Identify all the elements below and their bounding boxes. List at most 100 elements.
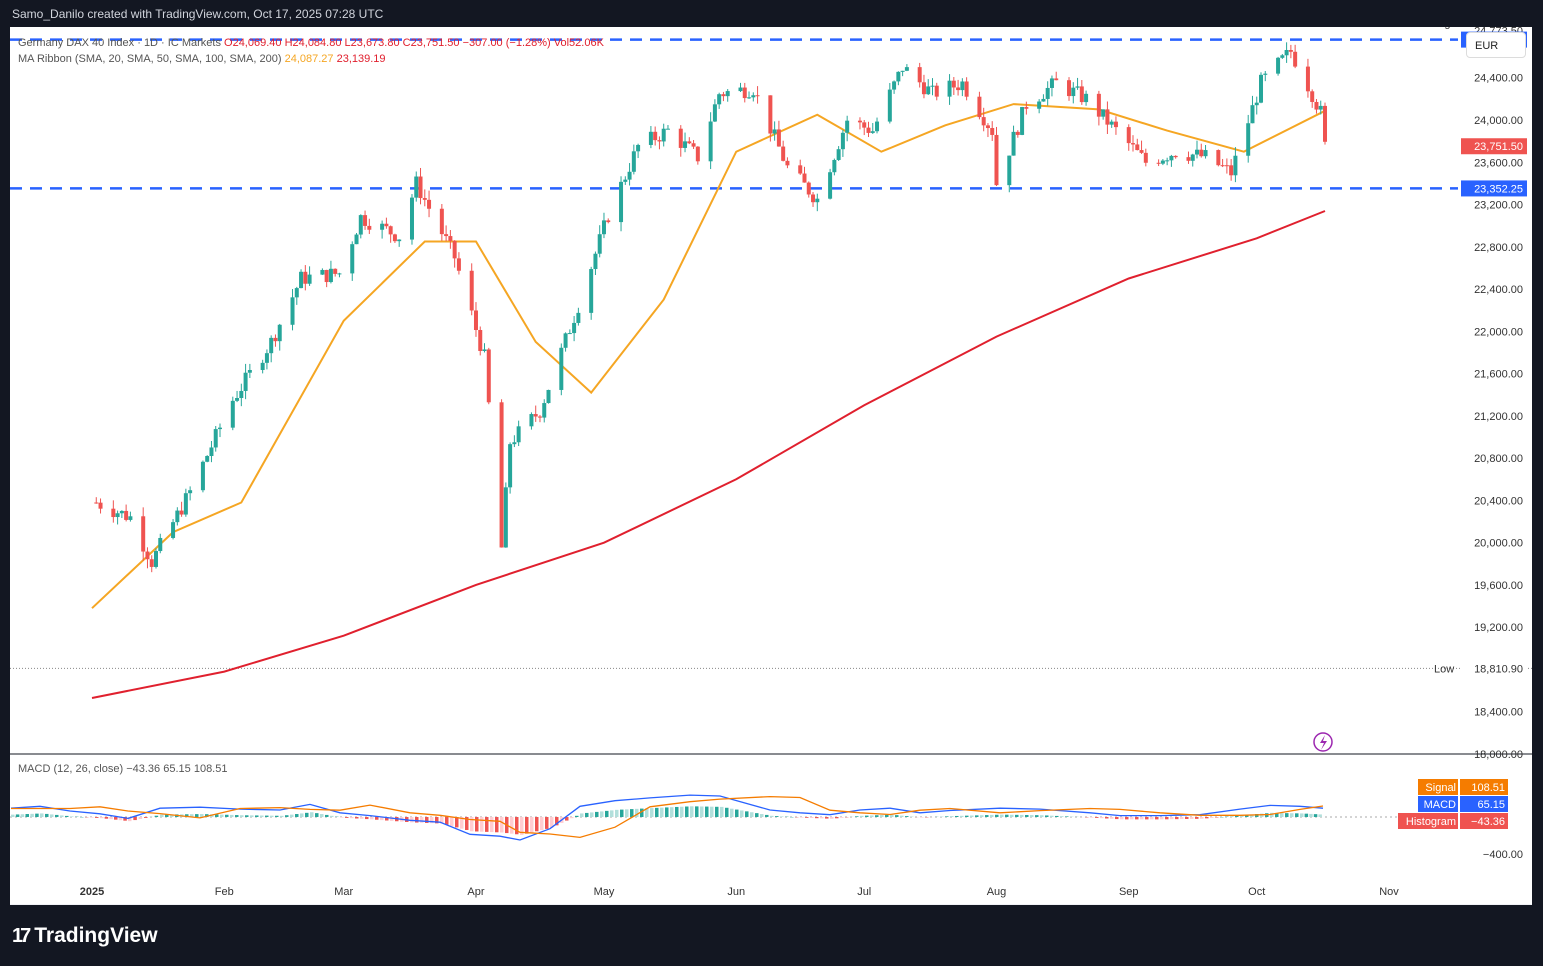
- macd-histogram-bar: [920, 817, 924, 818]
- macd-histogram-bar: [185, 814, 189, 817]
- tradingview-brand[interactable]: 17 TradingView: [12, 924, 158, 948]
- candle-body: [653, 131, 658, 141]
- macd-histogram-bar: [755, 813, 759, 817]
- macd-histogram-bar: [1100, 817, 1104, 819]
- candle-body: [636, 144, 641, 152]
- last-price-tag-bg: [1461, 138, 1527, 155]
- ma-ribbon-label[interactable]: MA Ribbon (SMA, 20, SMA, 50, SMA, 100, S…: [18, 53, 282, 65]
- candle-body: [802, 173, 807, 183]
- candle-body: [158, 537, 163, 552]
- macd-tag-label-bg: [1398, 813, 1458, 829]
- macd-histogram-bar: [1220, 817, 1224, 818]
- macd-histogram-bar: [855, 816, 859, 817]
- candle-body: [960, 81, 965, 91]
- x-tick-label: Jul: [857, 886, 871, 898]
- y-tick-label: 18,400.00: [1474, 707, 1523, 719]
- candle-body: [141, 516, 146, 552]
- candle-body: [623, 179, 628, 182]
- macd-signal-value: 108.51: [193, 763, 228, 775]
- candle-body: [747, 97, 752, 99]
- candle-body: [486, 349, 491, 403]
- candle-body: [145, 551, 150, 560]
- candle-body: [1314, 101, 1319, 110]
- candle-body: [397, 239, 402, 242]
- macd-histogram-bar: [545, 817, 549, 829]
- candle-body: [124, 510, 129, 520]
- macd-histogram-bar: [1150, 817, 1154, 820]
- macd-legend: MACD (12, 26, close) −43.36 65.15 108.51: [18, 763, 227, 775]
- macd-histogram-bar: [695, 806, 699, 817]
- macd-histogram-bar: [470, 817, 474, 832]
- macd-histogram-bar: [295, 814, 299, 817]
- macd-histogram-bar: [310, 812, 314, 817]
- y-tick-label: 20,000.00: [1474, 538, 1523, 550]
- candle-body: [1067, 80, 1072, 97]
- x-tick-label: Mar: [334, 886, 353, 898]
- candle-body: [499, 402, 504, 548]
- macd-histogram-bar: [245, 815, 249, 817]
- macd-histogram-bar: [1060, 816, 1064, 817]
- candle-body: [175, 510, 180, 523]
- macd-y-tick-label: −400.00: [1483, 849, 1523, 861]
- currency-selector[interactable]: EUR: [1466, 32, 1526, 58]
- price-chart-svg[interactable]: 18,000.00 18,400.00 19,200.00 19,600.00 20,0…: [10, 27, 1532, 905]
- candle-body: [1216, 150, 1221, 166]
- symbol-legend: Germany DAX 40 Index · 1D · IC Markets O…: [18, 35, 604, 67]
- low-value-tag: 18,810.90: [1474, 663, 1523, 675]
- macd-histogram-bar: [780, 816, 784, 817]
- macd-histogram-bar: [170, 814, 174, 817]
- macd-histogram-bar: [1180, 817, 1184, 820]
- macd-histogram-bar: [955, 815, 959, 817]
- macd-histogram-bar: [670, 807, 674, 817]
- candle-body: [1284, 49, 1289, 56]
- candle-body: [951, 80, 956, 88]
- candle-body: [1071, 87, 1076, 97]
- macd-histogram-bar: [970, 815, 974, 817]
- candle-body: [1254, 102, 1259, 106]
- y-tick-label: 21,600.00: [1474, 369, 1523, 381]
- macd-histogram-bar: [685, 806, 689, 817]
- macd-histogram-bar: [1170, 817, 1174, 820]
- candle-body: [183, 493, 188, 515]
- candle-body: [1263, 73, 1268, 75]
- candle-body: [260, 362, 265, 370]
- low-label: Low: [1434, 663, 1454, 675]
- macd-histogram-bar: [445, 817, 449, 825]
- candle-body: [533, 414, 538, 417]
- macd-histogram-bar: [615, 809, 619, 817]
- macd-histogram-bar: [990, 814, 994, 817]
- macd-histogram-bar: [305, 812, 309, 817]
- y-tick-label: 19,200.00: [1474, 622, 1523, 634]
- macd-histogram-bar: [715, 806, 719, 817]
- symbol-name[interactable]: Germany DAX 40 Index · 1D · IC Markets: [18, 37, 221, 49]
- macd-histogram-bar: [40, 813, 44, 817]
- candle-body: [409, 197, 414, 240]
- candle-body: [559, 347, 564, 390]
- macd-label[interactable]: MACD (12, 26, close): [18, 763, 124, 775]
- macd-histogram-bar: [525, 817, 529, 834]
- macd-histogram-bar: [350, 817, 354, 819]
- macd-tag-value-bg: [1460, 779, 1508, 795]
- ohlc-high: H24,084.80: [284, 37, 342, 49]
- header-credit: Samo_Danilo created with TradingView.com…: [12, 7, 384, 21]
- candle-body: [597, 234, 602, 254]
- ohlc-change: −307.00 (−1.28%): [462, 37, 551, 49]
- macd-histogram-bar: [1005, 814, 1009, 817]
- candle-body: [1096, 93, 1101, 117]
- macd-histogram-bar: [160, 814, 164, 817]
- candle-body: [1015, 131, 1020, 135]
- candle-body: [1199, 149, 1204, 157]
- macd-histogram-bar: [1035, 815, 1039, 817]
- candle-body: [1250, 105, 1255, 124]
- macd-histogram-bar: [460, 817, 464, 829]
- macd-histogram-bar: [775, 816, 779, 817]
- macd-histogram-bar: [100, 817, 104, 819]
- candle-body: [606, 220, 611, 223]
- candle-body: [1288, 49, 1293, 52]
- candle-body: [785, 160, 790, 166]
- macd-histogram-bar: [380, 817, 384, 821]
- macd-histogram-bar: [375, 817, 379, 820]
- macd-histogram-bar: [195, 814, 199, 817]
- macd-histogram-bar: [1285, 813, 1289, 817]
- chart-panel[interactable]: 18,000.00 18,400.00 19,200.00 19,600.00 20,0…: [10, 27, 1532, 905]
